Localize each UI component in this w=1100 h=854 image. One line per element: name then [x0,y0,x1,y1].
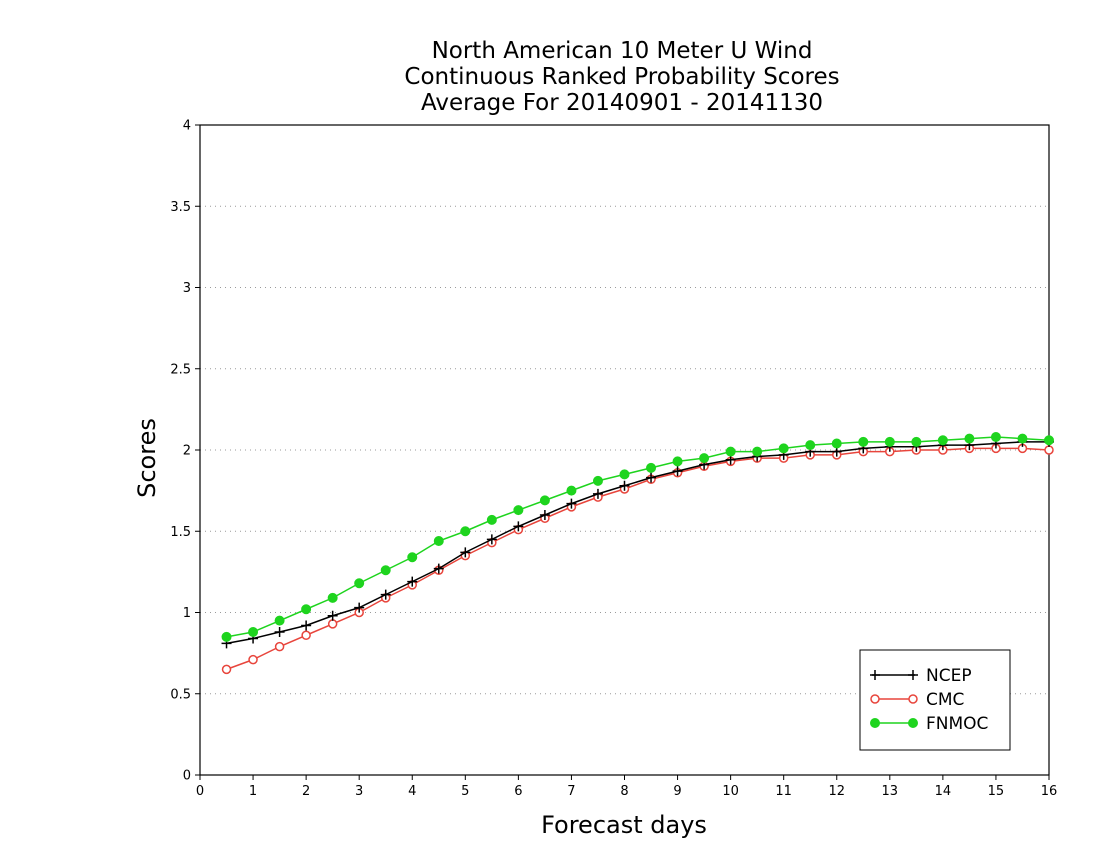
legend-marker-cmc [870,694,880,704]
data-point-cmc [221,664,232,675]
data-point-cmc [1044,445,1054,455]
data-point-fnmoc [592,475,603,486]
series-line-fnmoc [226,436,1050,638]
y-tick-label: 2.5 [170,362,191,377]
legend-marker-fnmoc [908,718,918,728]
x-tick-label: 16 [1041,784,1058,799]
data-point-ncep [433,563,444,574]
data-point-ncep [407,576,418,587]
data-point-fnmoc [1044,435,1054,446]
y-tick-label: 0 [183,769,191,784]
x-tick-label: 0 [196,784,204,799]
data-point-fnmoc [407,552,418,563]
data-point-ncep [460,547,471,558]
data-point-fnmoc [964,433,975,444]
x-tick-label: 15 [988,784,1005,799]
data-point-fnmoc [221,631,232,642]
data-point-ncep [327,610,338,621]
data-point-fnmoc [911,436,922,447]
x-tick-label: 8 [620,784,628,799]
x-tick-label: 14 [935,784,952,799]
legend-label-cmc: CMC [926,690,964,710]
x-tick-label: 9 [673,784,681,799]
data-point-fnmoc [778,443,789,454]
data-point-cmc [301,630,311,640]
y-tick-label: 3 [183,281,191,296]
data-point-fnmoc [301,604,312,615]
x-tick-label: 12 [828,784,845,799]
data-point-fnmoc [539,495,550,506]
legend-marker-fnmoc [870,718,880,728]
legend-label-fnmoc: FNMOC [926,714,988,734]
data-point-fnmoc [646,462,657,473]
data-point-fnmoc [566,485,577,496]
x-tick-label: 13 [882,784,899,799]
x-tick-label: 10 [722,784,739,799]
data-point-ncep [672,466,683,477]
data-point-fnmoc [884,436,895,447]
legend-label-ncep: NCEP [926,666,972,686]
data-point-ncep [619,480,630,491]
data-point-ncep [513,521,524,532]
x-tick-label: 1 [249,784,257,799]
data-point-fnmoc [274,615,285,626]
data-point-ncep [539,510,550,520]
x-tick-label: 7 [567,784,575,799]
data-point-fnmoc [858,436,869,447]
x-tick-label: 3 [355,784,363,799]
data-point-cmc [274,641,285,652]
data-point-cmc [248,654,258,665]
x-tick-label: 6 [514,784,522,799]
data-point-fnmoc [354,578,365,589]
data-point-fnmoc [460,526,471,537]
data-point-cmc [327,619,338,629]
chart-title-line: North American 10 Meter U Wind [432,38,813,64]
data-point-fnmoc [1017,433,1028,444]
data-point-ncep [301,620,312,631]
y-tick-label: 4 [183,119,191,134]
data-point-ncep [354,602,365,613]
legend-marker-cmc [908,694,918,704]
data-point-fnmoc [248,627,259,637]
x-tick-label: 5 [461,784,469,799]
data-point-fnmoc [380,565,391,576]
data-point-fnmoc [831,438,842,449]
y-tick-label: 0.5 [170,687,191,702]
x-tick-label: 11 [775,784,792,799]
legend-marker-ncep [908,670,918,680]
legend-box [859,649,1011,751]
data-point-fnmoc [327,592,338,603]
x-tick-label: 2 [302,784,310,799]
data-point-fnmoc [805,440,816,451]
chart-title-line: Continuous Ranked Probability Scores [404,64,839,90]
y-tick-label: 2 [183,444,191,459]
x-tick-label: 4 [408,784,416,799]
data-point-ncep [592,488,603,499]
data-point-fnmoc [433,536,444,546]
legend-marker-ncep [870,670,880,680]
series-line-ncep [226,441,1049,645]
y-tick-label: 1 [183,606,191,621]
y-tick-label: 3.5 [170,200,191,215]
data-point-fnmoc [699,453,710,464]
y-axis-title: Scores [133,418,161,498]
data-point-fnmoc [725,446,736,457]
data-point-ncep [646,472,657,483]
data-point-fnmoc [513,505,524,516]
x-axis-title: Forecast days [541,811,707,839]
data-point-ncep [380,589,391,600]
chart-title-line: Average For 20140901 - 20141130 [421,90,823,116]
data-point-ncep [274,627,285,637]
data-point-ncep [486,534,497,545]
data-point-fnmoc [752,446,763,457]
data-point-fnmoc [619,469,630,480]
data-point-fnmoc [937,435,948,446]
data-point-ncep [566,498,577,509]
data-point-fnmoc [990,432,1001,442]
y-tick-label: 1.5 [170,525,191,540]
data-point-fnmoc [486,514,497,525]
data-point-fnmoc [672,456,683,467]
